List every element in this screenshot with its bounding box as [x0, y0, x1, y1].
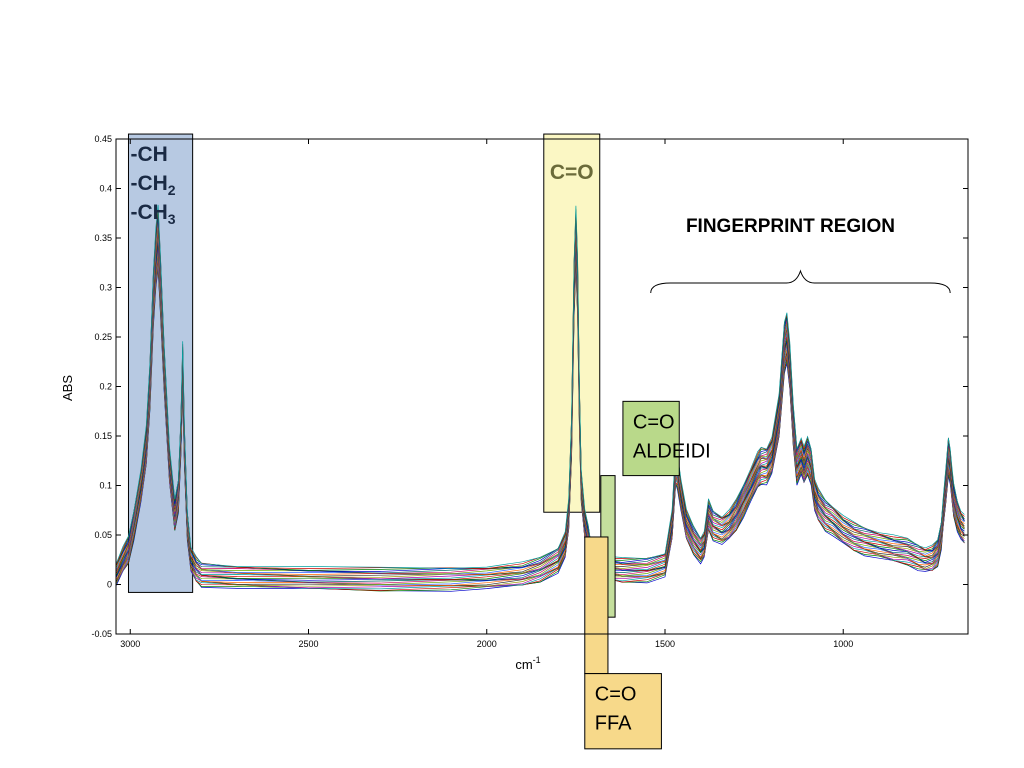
fingerprint-brace	[650, 269, 951, 294]
y-tick-label: 0.4	[99, 184, 112, 194]
co-ffa-stem	[584, 536, 609, 675]
co-band-label: C=O	[550, 161, 594, 184]
co-aldeidi-band-label-line: ALDEIDI	[633, 440, 711, 462]
spectra-series	[115, 204, 965, 592]
co-aldeidi-band	[622, 400, 680, 477]
ch-band-label-line: -CH	[130, 143, 167, 166]
x-tick-label: 3000	[120, 639, 140, 649]
y-tick-label: 0.2	[99, 382, 112, 392]
x-axis-label-superscript: -1	[533, 655, 541, 665]
co-ffa-band	[584, 673, 662, 750]
y-tick-label: 0.3	[99, 283, 112, 293]
ch-band-label-text: -CH	[130, 143, 167, 166]
x-tick-label: 1000	[833, 639, 853, 649]
ch-band-label-text: -CH	[130, 172, 167, 195]
co-ffa-band-label-line: FFA	[595, 713, 632, 735]
x-tick-label: 2000	[477, 639, 497, 649]
y-tick-label: 0.05	[94, 530, 112, 540]
y-tick-label: 0.25	[94, 332, 112, 342]
x-axis-label: cm-1	[515, 655, 540, 672]
ch-band-label-text: -CH	[130, 201, 167, 224]
ch-band-label-subscript: 2	[168, 182, 176, 198]
y-tick-label: 0.35	[94, 233, 112, 243]
ch-band-label-line: -CH2	[130, 172, 175, 198]
ch-band-label-subscript: 3	[168, 211, 176, 227]
y-tick-label: 0.1	[99, 481, 112, 491]
x-axis-label-main: cm	[515, 657, 532, 672]
x-tick-label: 2500	[298, 639, 318, 649]
co-ffa-band-label-line: C=O	[595, 684, 637, 706]
y-tick-label: 0.15	[94, 431, 112, 441]
y-tick-label: 0.45	[94, 134, 112, 144]
ch-band-label-line: -CH3	[130, 201, 175, 227]
y-axis-label: ABS	[60, 375, 75, 401]
x-tick-label: 1500	[655, 639, 675, 649]
fingerprint-region-label: FINGERPRINT REGION	[686, 216, 895, 237]
co-aldeidi-band-label-line: C=O	[633, 411, 675, 433]
y-tick-label: 0	[107, 580, 112, 590]
y-tick-label: -0.05	[91, 629, 112, 639]
